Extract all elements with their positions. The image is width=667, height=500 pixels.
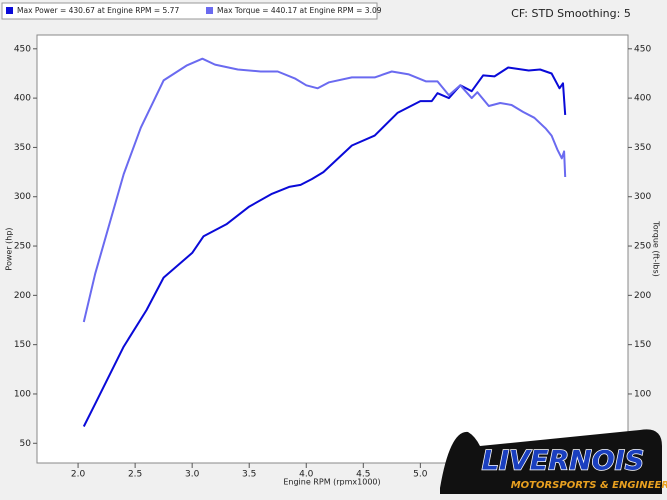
y-tick-label: 50 xyxy=(20,439,32,449)
y2-axis-label: Torque (ft-lbs) xyxy=(652,220,661,277)
x-tick-label: 3.0 xyxy=(185,470,200,480)
x-tick-label: 2.5 xyxy=(128,470,142,480)
y2-tick-label: 100 xyxy=(634,389,651,399)
logo-title: LIVERNOIS xyxy=(482,446,644,477)
y2-tick-label: 450 xyxy=(634,44,651,54)
legend xyxy=(1,2,378,20)
y-tick-label: 200 xyxy=(14,291,31,301)
y-tick-label: 250 xyxy=(14,242,31,252)
y2-tick-label: 150 xyxy=(634,340,651,350)
legend-swatch xyxy=(6,7,13,14)
logo: LIVERNOIS MOTORSPORTS & ENGINEERING xyxy=(440,429,667,494)
x-tick-label: 5.0 xyxy=(413,470,428,480)
y2-tick-label: 250 xyxy=(634,242,651,252)
y2-tick-label: 400 xyxy=(634,94,651,104)
y-tick-label: 400 xyxy=(14,94,31,104)
y2-tick-label: 200 xyxy=(634,291,651,301)
x-axis-label: Engine RPM (rpmx1000) xyxy=(283,478,380,487)
series-line xyxy=(82,57,567,323)
series-line xyxy=(82,66,567,427)
y2-tick-label: 350 xyxy=(634,143,651,153)
x-tick-label: 3.5 xyxy=(242,470,256,480)
plot-area xyxy=(36,34,629,464)
y-axis-label: Power (hp) xyxy=(5,227,14,270)
y-tick-label: 300 xyxy=(14,192,31,202)
x-tick-label: 4.5 xyxy=(356,470,370,480)
y-tick-label: 450 xyxy=(14,44,31,54)
y2-tick-label: 300 xyxy=(634,192,651,202)
y-tick-label: 350 xyxy=(14,143,31,153)
y-tick-label: 100 xyxy=(14,389,31,399)
x-tick-label: 4.0 xyxy=(299,470,314,480)
logo-swoosh xyxy=(440,429,662,494)
legend-label: Max Power = 430.67 at Engine RPM = 5.77 xyxy=(17,6,179,15)
legend-swatch xyxy=(206,7,213,14)
logo-subtitle: MOTORSPORTS & ENGINEERING xyxy=(511,480,667,491)
legend-label: Max Torque = 440.17 at Engine RPM = 3.09 xyxy=(217,6,382,15)
header-right: CF: STD Smoothing: 5 xyxy=(511,7,631,20)
y-tick-label: 150 xyxy=(14,340,31,350)
x-tick-label: 2.0 xyxy=(71,470,86,480)
